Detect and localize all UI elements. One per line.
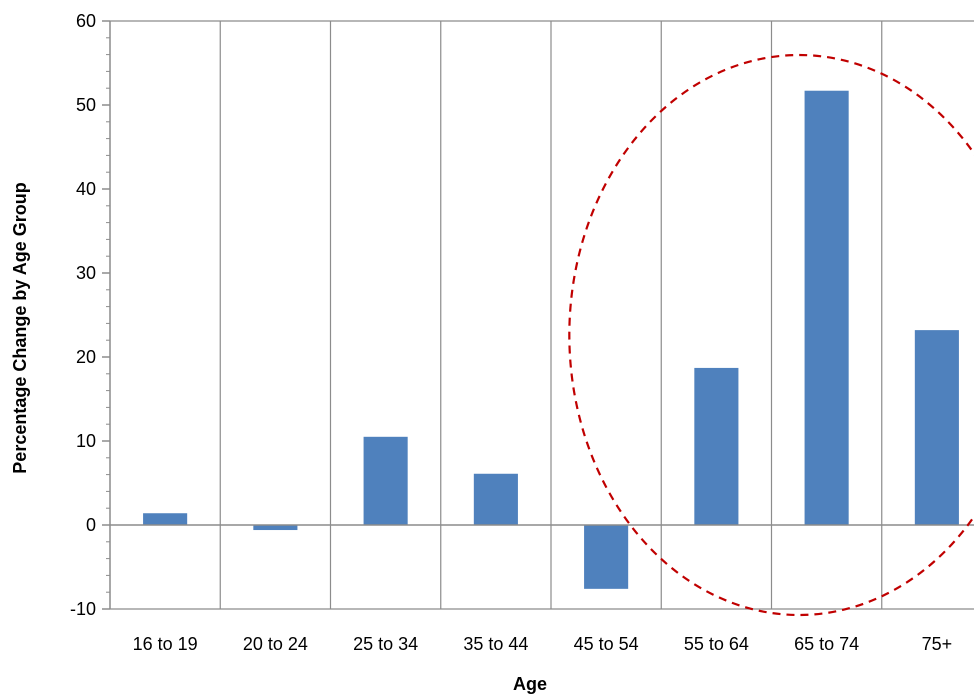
y-tick-label: 0 [86,515,96,535]
bar-25-to-34 [363,436,408,525]
bar-65-to-74 [804,90,849,525]
y-tick-label: 20 [76,347,96,367]
bars [143,90,959,589]
y-tick-label: 50 [76,95,96,115]
x-tick-label: 35 to 44 [463,634,528,654]
x-tick-label: 25 to 34 [353,634,418,654]
x-tick-label: 20 to 24 [243,634,308,654]
x-tick-label: 65 to 74 [794,634,859,654]
y-tick-label: 10 [76,431,96,451]
annotation [568,53,974,617]
y-tick-label: -10 [70,599,96,619]
y-axis-title: Percentage Change by Age Group [10,182,30,473]
highlight-ellipse [568,53,974,617]
x-tick-label: 75+ [922,634,953,654]
bar-20-to-24 [253,525,298,531]
x-tick-label: 16 to 19 [133,634,198,654]
x-tick-labels: 16 to 19 20 to 24 25 to 34 35 to 44 45 to 54… [133,634,953,654]
bar-35-to-44 [473,473,518,525]
y-tick-label: 30 [76,263,96,283]
x-tick-label: 55 to 64 [684,634,749,654]
x-tick-label: 45 to 54 [574,634,639,654]
x-axis-title: Age [513,674,547,694]
y-tick-labels: -10 0 10 20 30 40 50 60 [70,11,96,619]
bar-75plus [914,330,959,525]
axes [102,20,974,610]
y-tick-label: 60 [76,11,96,31]
bar-45-to-54 [584,525,629,589]
bar-16-to-19 [143,513,188,525]
bar-55-to-64 [694,367,739,525]
y-tick-label: 40 [76,179,96,199]
